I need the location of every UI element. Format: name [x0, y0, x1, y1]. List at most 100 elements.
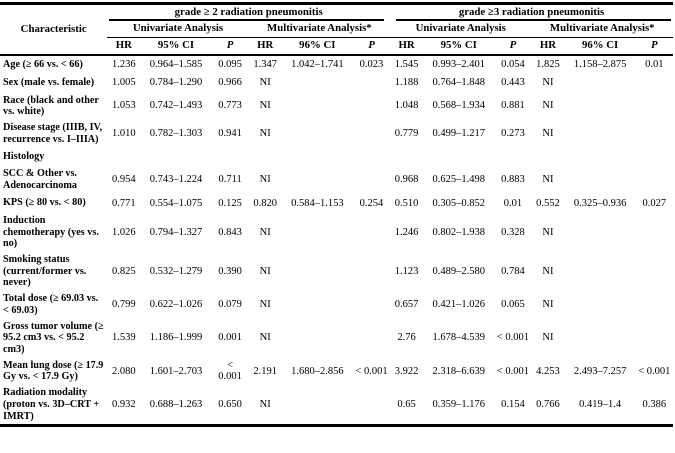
column-header-p: P — [211, 37, 249, 56]
value-cell — [282, 213, 353, 252]
value-cell: < 0.001 — [496, 365, 529, 377]
value-cell: < 0.001 — [638, 365, 671, 377]
value-cell: 1.186–1.999 — [149, 332, 203, 344]
value-cell: 3.922 — [394, 365, 419, 377]
value-cell — [140, 147, 211, 166]
value-cell: NI — [542, 265, 554, 277]
value-cell — [565, 166, 636, 193]
value-cell — [565, 252, 636, 291]
characteristic-cell: Disease stage (IIIB, IV, recurrence vs. … — [3, 121, 103, 145]
value-cell: 0.489–2.580 — [432, 265, 485, 277]
table-row: Total dose (≥ 69.03 vs. < 69.03) 0.799 0.6… — [0, 291, 673, 318]
value-cell: 1.123 — [394, 265, 419, 277]
value-cell: 0.743–1.224 — [149, 174, 203, 186]
characteristic-cell: Radiation modality (proton vs. 3D–CRT + … — [3, 387, 100, 422]
value-cell: 0.742–1.493 — [149, 100, 203, 112]
value-cell: 0.968 — [394, 174, 419, 186]
characteristic-cell: SCC & Other vs. Adenocarcinoma — [3, 168, 77, 192]
value-cell: 1.539 — [112, 332, 136, 344]
column-header-hr: HR — [531, 37, 565, 56]
value-cell: 4.253 — [536, 365, 560, 377]
value-cell — [282, 385, 353, 426]
value-cell: 2.493–7.257 — [573, 365, 627, 377]
value-cell — [353, 319, 390, 358]
value-cell: 0.419–1.4 — [579, 398, 622, 410]
value-cell: NI — [259, 226, 271, 238]
value-cell: 1.026 — [112, 226, 136, 238]
table-row: Age (≥ 66 vs. < 66) 1.236 0.964–1.585 0.095… — [0, 55, 673, 74]
value-cell: 2.318–6.639 — [432, 365, 485, 377]
value-cell: 1.545 — [394, 58, 419, 70]
value-cell: 0.843 — [218, 226, 242, 238]
value-cell: 0.802–1.938 — [432, 226, 485, 238]
value-cell: 0.095 — [218, 58, 242, 70]
value-cell — [636, 147, 673, 166]
value-cell: NI — [542, 77, 554, 89]
value-cell — [353, 385, 390, 426]
value-cell: 0.784–1.290 — [149, 77, 203, 89]
value-cell: 0.993–2.401 — [432, 58, 485, 70]
value-cell: 0.532–1.279 — [149, 265, 203, 277]
group-header-grade3: grade ≥3 radiation pneumonitis — [390, 4, 673, 21]
table-row: Smoking status (current/former vs. never… — [0, 252, 673, 291]
results-table-container: Characteristic grade ≥ 2 radiation pneum… — [0, 2, 673, 428]
column-header-ci96: 96% CI — [281, 37, 353, 56]
value-cell — [282, 319, 353, 358]
value-cell — [353, 252, 390, 291]
value-cell — [249, 147, 282, 166]
value-cell: 0.568–1.934 — [432, 100, 485, 112]
characteristic-cell: Race (black and other vs. white) — [3, 94, 99, 118]
characteristic-cell: Mean lung dose (≥ 17.9 Gy vs. < 17.9 Gy) — [3, 359, 104, 383]
value-cell: 1.601–2.703 — [149, 365, 203, 377]
table-header: Characteristic grade ≥ 2 radiation pneum… — [0, 3, 673, 56]
value-cell — [353, 74, 390, 93]
value-cell: 0.359–1.176 — [432, 398, 485, 410]
value-cell: 0.027 — [642, 197, 667, 209]
value-cell: NI — [259, 398, 271, 410]
value-cell: 0.01 — [503, 197, 523, 209]
value-cell: 0.154 — [501, 398, 525, 410]
value-cell — [565, 93, 636, 120]
value-cell: 0.625–1.498 — [432, 174, 485, 186]
table-row: Gross tumor volume (≥ 95.2 cm3 vs. < 95.… — [0, 319, 673, 358]
value-cell: 0.079 — [218, 299, 242, 311]
analysis-header-multivariate-grade3: Multivariate Analysis* — [531, 20, 673, 38]
value-cell: 0.254 — [359, 197, 384, 209]
value-cell — [353, 93, 390, 120]
value-cell: 0.421–1.026 — [432, 299, 485, 311]
value-cell — [282, 93, 353, 120]
table-row: Radiation modality (proton vs. 3D–CRT + … — [0, 385, 673, 426]
column-header-p: P — [352, 37, 391, 56]
value-cell: 2.080 — [112, 365, 136, 377]
value-cell: 1.042–1.741 — [291, 58, 344, 70]
value-cell: 1.188 — [394, 77, 419, 89]
value-cell: 1.010 — [112, 127, 136, 139]
value-cell — [565, 319, 636, 358]
value-cell: 2.191 — [253, 365, 277, 377]
value-cell: 1.680–2.856 — [291, 365, 344, 377]
value-cell — [282, 120, 353, 147]
value-cell: 0.779 — [394, 127, 419, 139]
value-cell: 0.584–1.153 — [291, 197, 344, 209]
value-cell: < 0.001 — [355, 365, 388, 377]
value-cell: 0.964–1.585 — [149, 58, 203, 70]
value-cell: NI — [259, 265, 271, 277]
characteristic-header: Characteristic — [0, 3, 108, 56]
value-cell — [282, 166, 353, 193]
characteristic-cell: Histology — [3, 151, 45, 163]
column-header-p: P — [494, 37, 532, 56]
value-cell — [494, 147, 531, 166]
value-cell — [636, 120, 673, 147]
value-cell: 0.65 — [397, 398, 416, 410]
value-cell — [565, 213, 636, 252]
characteristic-cell: KPS (≥ 80 vs. < 80) — [3, 197, 86, 209]
value-cell: 0.657 — [394, 299, 419, 311]
table-row: Disease stage (IIIB, IV, recurrence vs. … — [0, 120, 673, 147]
value-cell: 1.825 — [536, 58, 560, 70]
value-cell: 0.954 — [112, 174, 136, 186]
characteristic-cell: Induction chemotherapy (yes vs. no) — [3, 214, 99, 250]
value-cell — [636, 291, 673, 318]
table-body: Age (≥ 66 vs. < 66) 1.236 0.964–1.585 0.095… — [0, 55, 673, 426]
column-header-hr: HR — [390, 37, 424, 56]
value-cell: 0.766 — [536, 398, 560, 410]
